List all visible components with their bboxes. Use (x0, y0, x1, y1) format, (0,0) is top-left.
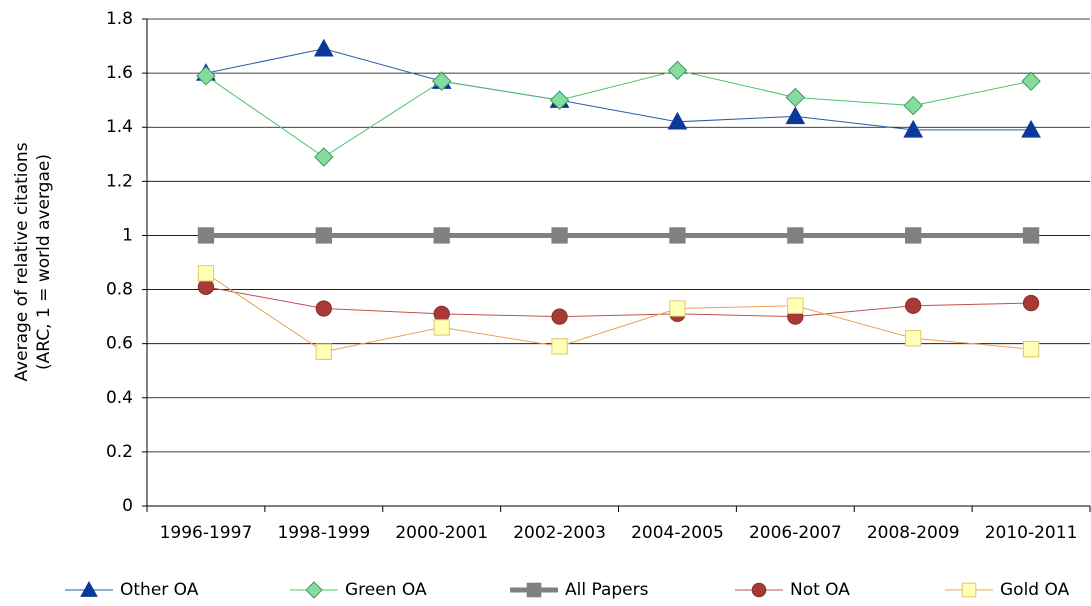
y-axis-label: (ARC, 1 = world avergae) (34, 154, 54, 370)
x-tick-label: 2010-2011 (985, 523, 1078, 543)
y-tick-label: 0.8 (106, 280, 133, 300)
marker (433, 319, 450, 336)
marker (549, 90, 570, 110)
marker (431, 71, 452, 91)
marker (433, 305, 450, 323)
marker (315, 343, 332, 360)
marker (903, 119, 924, 138)
marker (197, 278, 215, 296)
marker (315, 300, 332, 317)
marker (551, 338, 568, 355)
marker (551, 227, 568, 244)
marker (669, 300, 686, 317)
marker (197, 265, 215, 282)
marker (905, 297, 922, 314)
marker (313, 38, 334, 57)
marker (787, 227, 804, 244)
marker (551, 308, 568, 325)
series-line (205, 286, 1032, 318)
y-tick-label: 0 (122, 496, 133, 516)
x-tick-label: 2000-2001 (395, 523, 488, 543)
marker (1021, 71, 1041, 91)
legend-label: Green OA (345, 580, 427, 600)
marker (314, 147, 334, 167)
x-tick-label: 1996-1997 (160, 523, 253, 543)
y-tick-label: 0.4 (106, 388, 133, 408)
series-line (205, 48, 1032, 131)
marker (785, 106, 806, 125)
marker (751, 582, 767, 598)
x-tick-label: 2008-2009 (867, 523, 960, 543)
marker (785, 87, 806, 108)
x-tick-label: 1998-1999 (277, 523, 370, 543)
marker (905, 330, 922, 347)
marker (1021, 119, 1041, 138)
marker (667, 60, 688, 81)
marker (433, 227, 450, 244)
marker (196, 66, 216, 86)
marker (669, 227, 686, 244)
y-tick-label: 1.6 (106, 63, 133, 83)
marker (1022, 340, 1040, 358)
x-tick-label: 2006-2007 (749, 523, 842, 543)
marker (667, 111, 688, 130)
y-tick-label: 0.6 (106, 334, 133, 354)
legend-label: All Papers (565, 580, 649, 600)
marker (1022, 227, 1040, 244)
x-tick-label: 2002-2003 (513, 523, 606, 543)
y-tick-label: 1.8 (106, 9, 133, 29)
series-line (205, 69, 1032, 158)
y-tick-label: 1 (122, 225, 133, 245)
y-tick-label: 1.4 (106, 117, 133, 137)
marker (305, 581, 323, 599)
marker (787, 297, 804, 314)
marker (1022, 294, 1040, 312)
x-tick-label: 2004-2005 (631, 523, 724, 543)
marker (903, 95, 923, 116)
marker (197, 227, 215, 244)
legend-label: Other OA (120, 580, 199, 600)
legend-label: Gold OA (1000, 580, 1070, 600)
legend-label: Not OA (790, 580, 850, 600)
marker (961, 582, 977, 598)
y-tick-label: 1.2 (106, 171, 133, 191)
marker (80, 580, 98, 597)
marker (526, 582, 542, 598)
y-tick-label: 0.2 (106, 442, 133, 462)
marker (905, 227, 922, 244)
marker (315, 227, 332, 244)
series-line (205, 272, 1032, 353)
y-axis-label: Average of relative citations (12, 142, 32, 381)
